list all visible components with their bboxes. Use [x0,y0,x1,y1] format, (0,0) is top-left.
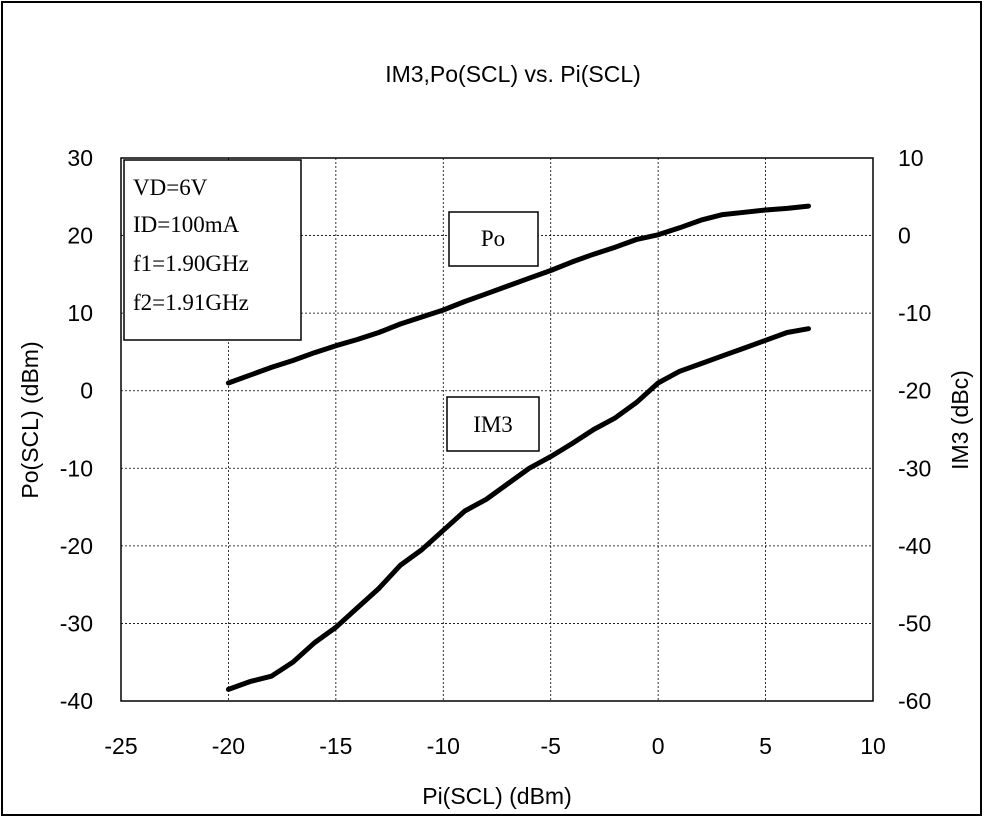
series-line-po [225,203,811,386]
x-tick-label: 10 [860,733,886,759]
chart-title: IM3,Po(SCL) vs. Pi(SCL) [385,61,641,87]
y2-tick-label: -40 [898,533,931,559]
x-tick-label: -20 [212,733,245,759]
y-tick-label: 20 [67,223,93,249]
y2-tick-label: -10 [898,300,931,326]
x-tick-label: -15 [319,733,352,759]
x-tick-label: -5 [540,733,560,759]
y2-tick-label: -60 [898,688,931,714]
im3-label-text: IM3 [473,412,513,437]
y-tick-label: -20 [60,533,93,559]
y-axis-label: Po(SCL) (dBm) [17,341,43,498]
y-tick-label: -40 [60,688,93,714]
condition-id: ID=100mA [133,212,240,237]
y2-axis-label: IM3 (dBc) [947,370,973,470]
conditions-legend: VD=6V ID=100mA f1=1.90GHz f2=1.91GHz [123,159,302,341]
y2-tick-label: -30 [898,455,931,481]
plot-area [120,157,874,702]
y-tick-label: 30 [67,145,93,171]
y2-tick-label: 0 [898,223,911,249]
y-tick-label: -30 [60,610,93,636]
po-series-label: Po [448,211,539,267]
y-tick-label: 10 [67,300,93,326]
x-tick-label: 5 [759,733,772,759]
y2-tick-label: -50 [898,610,931,636]
condition-f2: f2=1.91GHz [133,290,249,315]
tick-labels: -25 -20 -15 -10 -5 0 5 103020100-10-20-30-40100… [60,145,932,759]
condition-f1: f1=1.90GHz [133,251,249,276]
im3-series-label: IM3 [446,396,540,452]
x-tick-label: 0 [652,733,665,759]
x-axis-label: Pi(SCL) (dBm) [422,783,572,809]
x-tick-label: -10 [427,733,460,759]
x-tick-label: -25 [104,733,137,759]
y-tick-label: -10 [60,455,93,481]
y2-tick-label: 10 [898,145,924,171]
po-label-text: Po [481,226,505,251]
condition-vd: VD=6V [133,175,208,200]
series-line-im3 [225,326,811,692]
series-layer [225,203,811,692]
y2-tick-label: -20 [898,378,931,404]
y-tick-label: 0 [80,378,93,404]
